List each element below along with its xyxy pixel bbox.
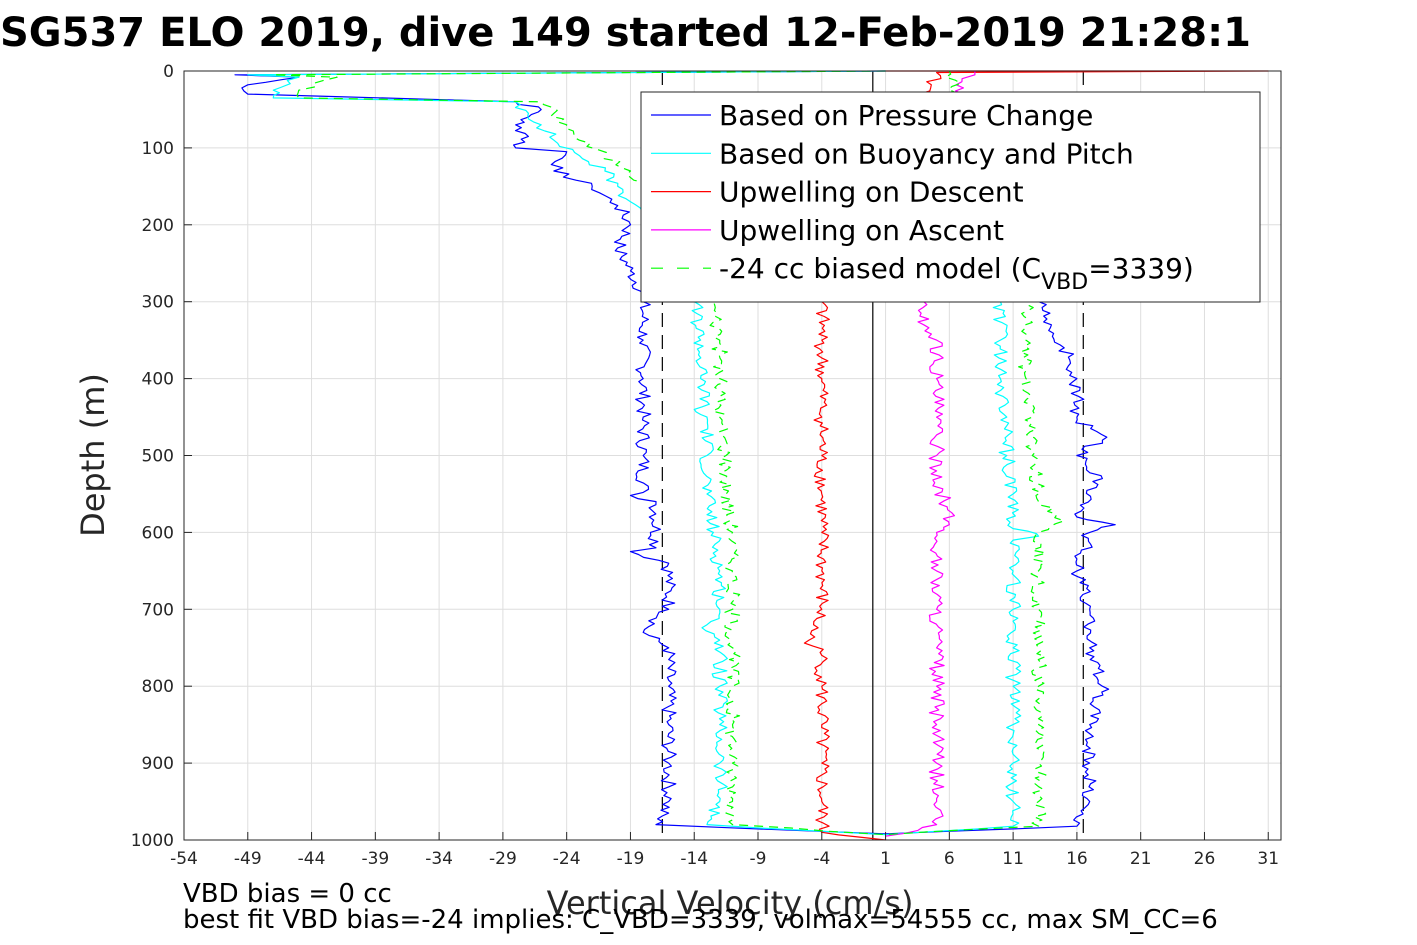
- series-line: [272, 70, 1065, 836]
- x-tick-label: -34: [425, 849, 453, 869]
- y-axis-label: Depth (m): [74, 373, 112, 537]
- y-tick-label: 600: [142, 523, 174, 543]
- legend-label-text: Based on Pressure Change: [719, 99, 1093, 132]
- legend-label: Based on Buoyancy and Pitch: [719, 137, 1134, 170]
- x-tick-label: -9: [750, 849, 767, 869]
- x-axis-label: Vertical Velocity (cm/s): [547, 884, 914, 922]
- legend-label: -24 cc biased model (CVBD=3339): [719, 252, 1194, 295]
- legend-box: [640, 91, 1261, 303]
- x-tick-label: -49: [234, 849, 262, 869]
- legend-label-subscript: VBD: [1041, 270, 1088, 295]
- chart-title: SG537 ELO 2019, dive 149 started 12-Feb-…: [0, 10, 1251, 56]
- x-tick-label: -4: [813, 849, 830, 869]
- legend-label-text: Based on Buoyancy and Pitch: [719, 137, 1134, 170]
- y-tick-label: 800: [142, 677, 174, 697]
- x-tick-label: 11: [1002, 849, 1024, 869]
- y-tick-label: 300: [142, 293, 174, 313]
- x-tick-label: 6: [944, 849, 955, 869]
- y-tick-label: 400: [142, 370, 174, 390]
- y-tick-label: 100: [142, 139, 174, 159]
- legend-label: Based on Pressure Change: [719, 99, 1093, 132]
- series-line: [234, 70, 1116, 835]
- y-tick-label: 200: [142, 216, 174, 236]
- legend-label-text: Upwelling on Ascent: [719, 214, 1004, 247]
- x-tick-label: -14: [680, 849, 708, 869]
- y-tick-label: 500: [142, 447, 174, 467]
- x-tick-label: -54: [170, 849, 198, 869]
- x-tick-label: 21: [1130, 849, 1152, 869]
- x-tick-label: -44: [298, 849, 326, 869]
- x-tick-label: 16: [1066, 849, 1088, 869]
- tick-labels: -54 -49 -44 -39 -34 -29 -24 -19 -14 -9 -4 1 6 11 16 21 2…: [131, 62, 1279, 869]
- legend-label-text: -24 cc biased model (C: [719, 252, 1041, 285]
- y-tick-label: 700: [142, 600, 174, 620]
- legend: Based on Pressure Change Based on Buoyanc…: [640, 91, 1261, 303]
- footer-line-1: VBD bias = 0 cc: [183, 879, 392, 909]
- x-tick-label: 31: [1257, 849, 1279, 869]
- legend-label-suffix: =3339): [1088, 252, 1194, 285]
- x-tick-label: -24: [553, 849, 581, 869]
- y-tick-label: 0: [163, 62, 174, 82]
- legend-label: Upwelling on Ascent: [719, 214, 1004, 247]
- x-tick-label: 1: [880, 849, 891, 869]
- x-tick-label: -29: [489, 849, 517, 869]
- y-tick-label: 1000: [131, 831, 174, 851]
- legend-label: Upwelling on Descent: [719, 176, 1024, 209]
- x-tick-label: -39: [361, 849, 389, 869]
- legend-label-text: Upwelling on Descent: [719, 176, 1024, 209]
- footer-line-2: best fit VBD bias=-24 implies: C_VBD=333…: [183, 905, 1218, 935]
- x-tick-label: -19: [617, 849, 645, 869]
- x-tick-label: 26: [1194, 849, 1216, 869]
- y-tick-label: 900: [142, 754, 174, 774]
